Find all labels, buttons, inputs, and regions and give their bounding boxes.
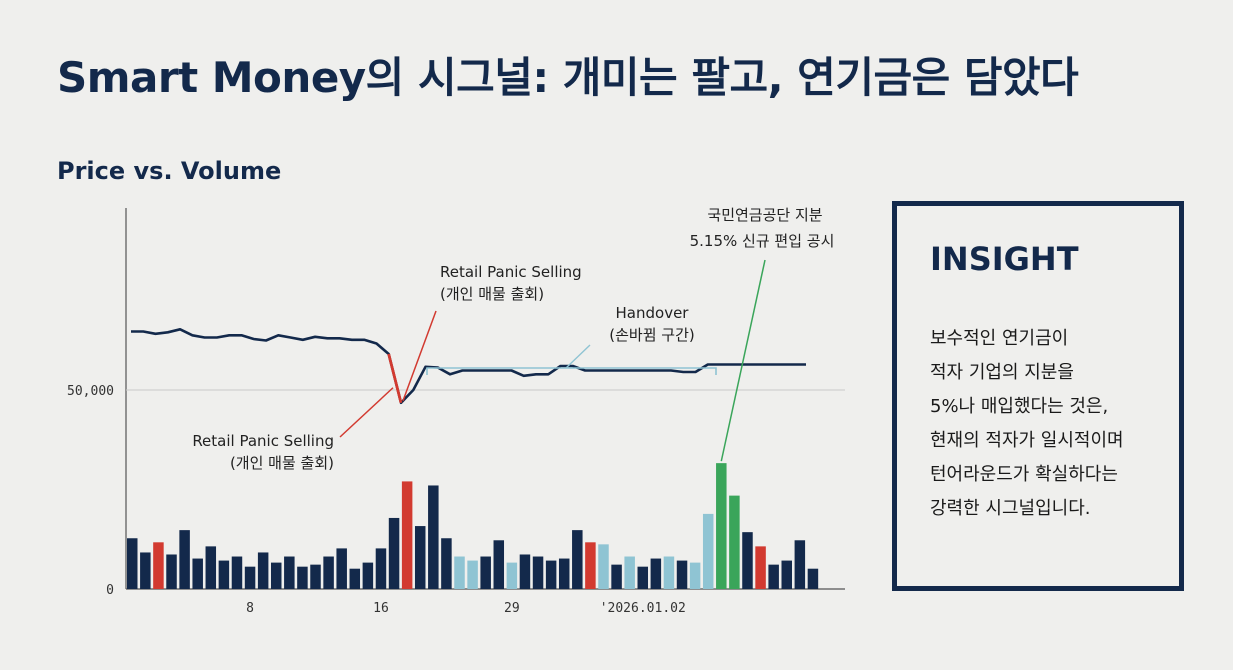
y-tick-label-0: 50,000 — [67, 384, 114, 399]
volume-bar — [611, 564, 622, 589]
insight-line-4: 현재의 적자가 일시적이며 — [930, 430, 1124, 451]
price-line — [131, 328, 806, 405]
volume-bar — [467, 560, 478, 589]
volume-bar — [742, 532, 753, 589]
chart-title: Price vs. Volume — [57, 157, 282, 185]
annotation-retail-left-line2: (개인 매물 출회) — [230, 454, 334, 472]
volume-bar — [205, 546, 217, 589]
volume-bar — [572, 530, 583, 589]
x-tick-label-1: 16 — [373, 601, 389, 616]
volume-bar — [729, 495, 740, 589]
annotation-retail-left-leader — [339, 387, 394, 438]
x-tick-label-0: 8 — [246, 601, 254, 616]
volume-bar — [768, 564, 779, 589]
annotation-retail-top-line1: Retail Panic Selling — [440, 263, 582, 281]
handover-bracket — [426, 367, 717, 375]
volume-bar — [585, 542, 596, 589]
insight-line-6: 강력한 시그널입니다. — [930, 498, 1091, 519]
volume-bar — [127, 538, 138, 589]
annotation-nps-line2: 5.15% 신규 편입 공시 — [690, 232, 835, 250]
volume-bar — [336, 548, 347, 589]
volume-bar — [231, 556, 243, 589]
volume-bar — [637, 566, 649, 589]
x-tick-label-3: '2026.01.02 — [600, 601, 686, 616]
annotation-nps-leader — [720, 259, 766, 462]
insight-line-1: 보수적인 연기금이 — [930, 328, 1069, 349]
volume-bar — [650, 558, 662, 589]
page-title: Smart Money의 시그널: 개미는 팔고, 연기금은 담았다 — [57, 53, 1079, 102]
volume-bar — [140, 552, 151, 589]
volume-bar — [284, 556, 295, 589]
volume-bar — [545, 560, 557, 589]
price-crash-segment — [387, 353, 403, 404]
volume-bar — [153, 542, 164, 589]
volume-bar — [310, 564, 321, 589]
volume-bar — [192, 558, 203, 589]
volume-bar — [807, 568, 819, 589]
volume-bar — [362, 562, 374, 589]
volume-bar — [297, 566, 308, 589]
insight-line-3: 5%나 매입했다는 것은, — [930, 396, 1109, 417]
volume-bar — [663, 556, 675, 589]
volume-bar — [689, 562, 701, 589]
annotation-retail-top-leader — [402, 310, 437, 402]
volume-bar — [794, 540, 806, 589]
volume-bar — [781, 560, 792, 589]
volume-bar — [388, 517, 400, 589]
volume-bar — [519, 554, 531, 589]
volume-bar — [493, 540, 505, 589]
volume-bar — [624, 556, 635, 589]
volume-bar — [598, 544, 609, 589]
volume-bar — [702, 513, 714, 589]
insight-box: INSIGHT 보수적인 연기금이 적자 기업의 지분을 5%나 매입했다는 것… — [892, 201, 1184, 591]
volume-bar — [755, 546, 766, 589]
volume-bar — [716, 463, 727, 589]
volume-bar — [179, 530, 190, 589]
x-tick-label-2: 29 — [504, 601, 520, 616]
insight-title: INSIGHT — [930, 240, 1079, 278]
volume-bar — [244, 566, 256, 589]
volume-bar — [441, 538, 452, 589]
price-volume-chart: 50,000 0 8 16 29 '2026.01.02 Retail Panic Sel… — [67, 206, 845, 616]
volume-bar — [676, 560, 688, 589]
volume-bar — [401, 481, 413, 589]
volume-bar — [218, 560, 230, 589]
insight-line-5: 턴어라운드가 확실하다는 — [930, 464, 1118, 485]
volume-bar — [428, 485, 439, 589]
volume-bar — [270, 562, 282, 589]
annotation-retail-left-line1: Retail Panic Selling — [192, 432, 334, 450]
volume-bar — [454, 556, 465, 589]
annotation-handover-leader — [565, 344, 591, 369]
volume-bar — [558, 558, 570, 589]
y-tick-label-1: 0 — [106, 583, 114, 598]
annotation-retail-top-line2: (개인 매물 출회) — [440, 285, 544, 303]
insight-line-2: 적자 기업의 지분을 — [930, 362, 1074, 383]
annotation-handover-line1: Handover — [616, 304, 690, 322]
annotation-handover-line2: (손바뀜 구간) — [609, 326, 694, 344]
volume-bar — [414, 526, 426, 589]
annotation-nps-line1: 국민연금공단 지분 — [707, 206, 822, 224]
volume-bar — [349, 568, 361, 589]
volume-bar — [375, 548, 387, 589]
volume-bar — [532, 556, 544, 589]
volume-bar — [257, 552, 269, 589]
volume-bar — [323, 556, 334, 589]
volume-bar — [166, 554, 177, 589]
volume-bar — [480, 556, 491, 589]
volume-bar — [506, 562, 518, 589]
